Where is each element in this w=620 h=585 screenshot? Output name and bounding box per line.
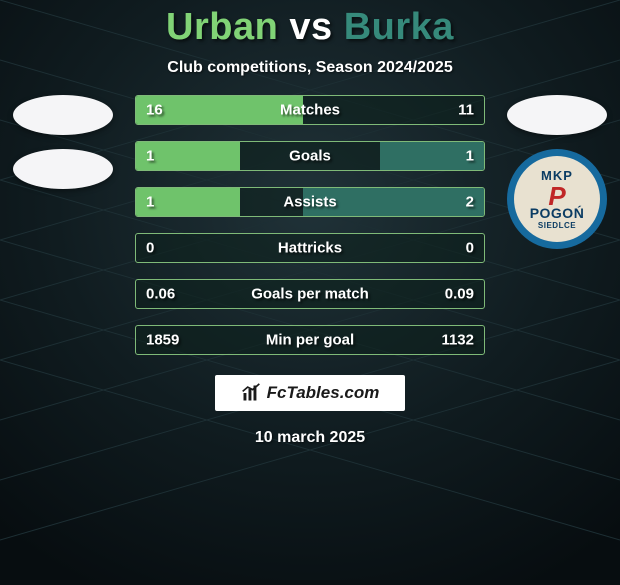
stat-value-left: 1: [146, 194, 154, 211]
stat-label: Matches: [280, 102, 340, 119]
branding-text: FcTables.com: [267, 383, 380, 403]
player1-name: Urban: [166, 6, 278, 48]
subtitle: Club competitions, Season 2024/2025: [167, 59, 452, 77]
branding-badge: FcTables.com: [215, 375, 406, 411]
vs-text: vs: [289, 6, 332, 48]
stat-label: Min per goal: [266, 332, 354, 349]
player1-club-badge: [13, 149, 113, 189]
stat-value-right: 2: [466, 194, 474, 211]
player2-column: MKP POGOŃ SIEDLCE P: [502, 95, 612, 249]
stat-value-right: 1132: [441, 332, 474, 349]
player1-column: [8, 95, 118, 189]
stat-value-right: 0.09: [445, 286, 474, 303]
stat-value-left: 1: [146, 148, 154, 165]
stat-row: 0 Hattricks 0: [135, 233, 485, 263]
comparison-area: 16Matches111Goals11Assists20Hattricks00.…: [0, 95, 620, 355]
player1-avatar: [13, 95, 113, 135]
stat-value-left: 0.06: [146, 286, 175, 303]
stat-row: 1859 Min per goal 1132: [135, 325, 485, 355]
stat-value-left: 16: [146, 102, 163, 119]
stat-label: Goals: [289, 148, 331, 165]
stat-value-right: 0: [466, 240, 474, 257]
stat-label: Goals per match: [251, 286, 369, 303]
stat-bars: 16Matches111Goals11Assists20Hattricks00.…: [135, 95, 485, 355]
stat-value-right: 11: [458, 102, 474, 119]
stat-row: 1 Goals 1: [135, 141, 485, 171]
stat-value-left: 0: [146, 240, 154, 257]
player2-name: Burka: [344, 6, 454, 48]
chart-icon: [241, 383, 261, 403]
stat-row: 1 Assists 2: [135, 187, 485, 217]
date-text: 10 march 2025: [255, 429, 365, 447]
stat-value-left: 1859: [146, 332, 179, 349]
badge-city: SIEDLCE: [538, 221, 576, 230]
page-title: Urban vs Burka: [166, 6, 454, 49]
stat-label: Hattricks: [278, 240, 342, 257]
stat-value-right: 1: [466, 148, 474, 165]
stat-row: 16 Matches 11: [135, 95, 485, 125]
badge-letter: P: [548, 181, 565, 212]
stat-row: 0.06 Goals per match 0.09: [135, 279, 485, 309]
player2-club-badge: MKP POGOŃ SIEDLCE P: [507, 149, 607, 249]
stat-label: Assists: [283, 194, 336, 211]
player2-avatar: [507, 95, 607, 135]
